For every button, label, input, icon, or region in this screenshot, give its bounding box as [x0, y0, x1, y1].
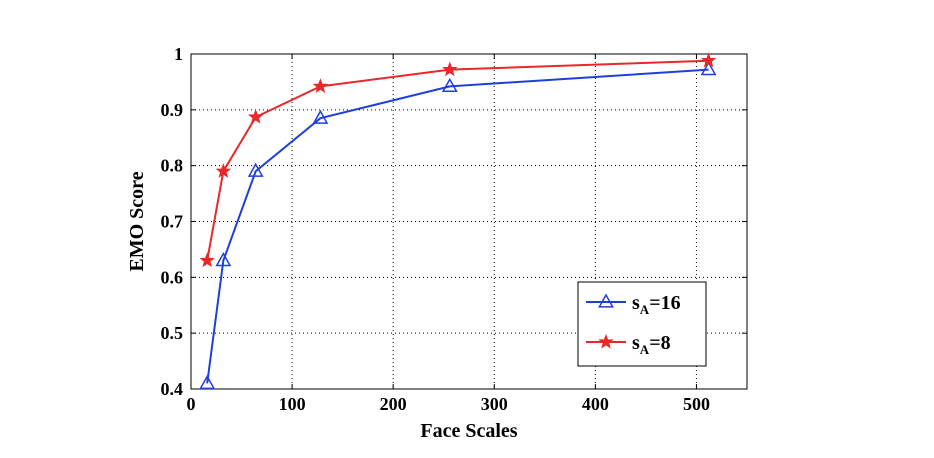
- series-line: [206, 59, 709, 261]
- y-tick-label: 0.8: [161, 156, 184, 176]
- axis-ticks: 0 100 200 300 400 500 0.4 0.5 0.6 0.7 0.8 0.9 1: [161, 44, 747, 414]
- data-point-triangle: [312, 109, 329, 124]
- series-1: [199, 61, 717, 390]
- data-point-triangle: [215, 252, 232, 267]
- x-tick-label: 0: [187, 394, 196, 414]
- data-point-triangle: [247, 162, 264, 177]
- y-axis-title: EMO Score: [126, 171, 148, 271]
- y-tick-label: 0.4: [161, 379, 184, 399]
- x-tick-label: 400: [582, 394, 609, 414]
- data-point-star: [700, 52, 717, 68]
- legend: sA=16 sA=8: [577, 281, 707, 367]
- y-tick-label: 0.5: [161, 323, 184, 343]
- data-point-star: [199, 252, 215, 268]
- data-point-star: [312, 78, 329, 93]
- legend-box: [577, 281, 707, 367]
- y-tick-label: 0.6: [161, 267, 184, 287]
- legend-label: sA=8: [632, 332, 671, 357]
- y-tick-label: 1: [174, 44, 183, 64]
- data-point-star: [247, 108, 264, 124]
- data-point-star: [442, 61, 458, 77]
- series-layer: [199, 52, 717, 390]
- series-line: [206, 68, 709, 384]
- series-2: [199, 52, 717, 268]
- x-tick-label: 500: [683, 394, 710, 414]
- x-tick-label: 300: [481, 394, 508, 414]
- data-point-triangle: [199, 374, 216, 390]
- data-point-triangle: [441, 77, 458, 93]
- x-axis-title: Face Scales: [420, 420, 517, 442]
- legend-label: sA=16: [632, 292, 681, 317]
- grid: [191, 54, 747, 389]
- legend-item: sA=8: [586, 332, 671, 357]
- legend-item: sA=16: [586, 292, 681, 317]
- legend-marker-triangle: [598, 293, 614, 308]
- y-tick-label: 0.7: [161, 212, 184, 232]
- data-point-star: [215, 163, 232, 178]
- y-tick-label: 0.9: [161, 100, 184, 120]
- x-tick-label: 100: [279, 394, 306, 414]
- x-tick-label: 200: [380, 394, 407, 414]
- data-point-triangle: [700, 61, 717, 76]
- legend-marker-star: [598, 333, 614, 349]
